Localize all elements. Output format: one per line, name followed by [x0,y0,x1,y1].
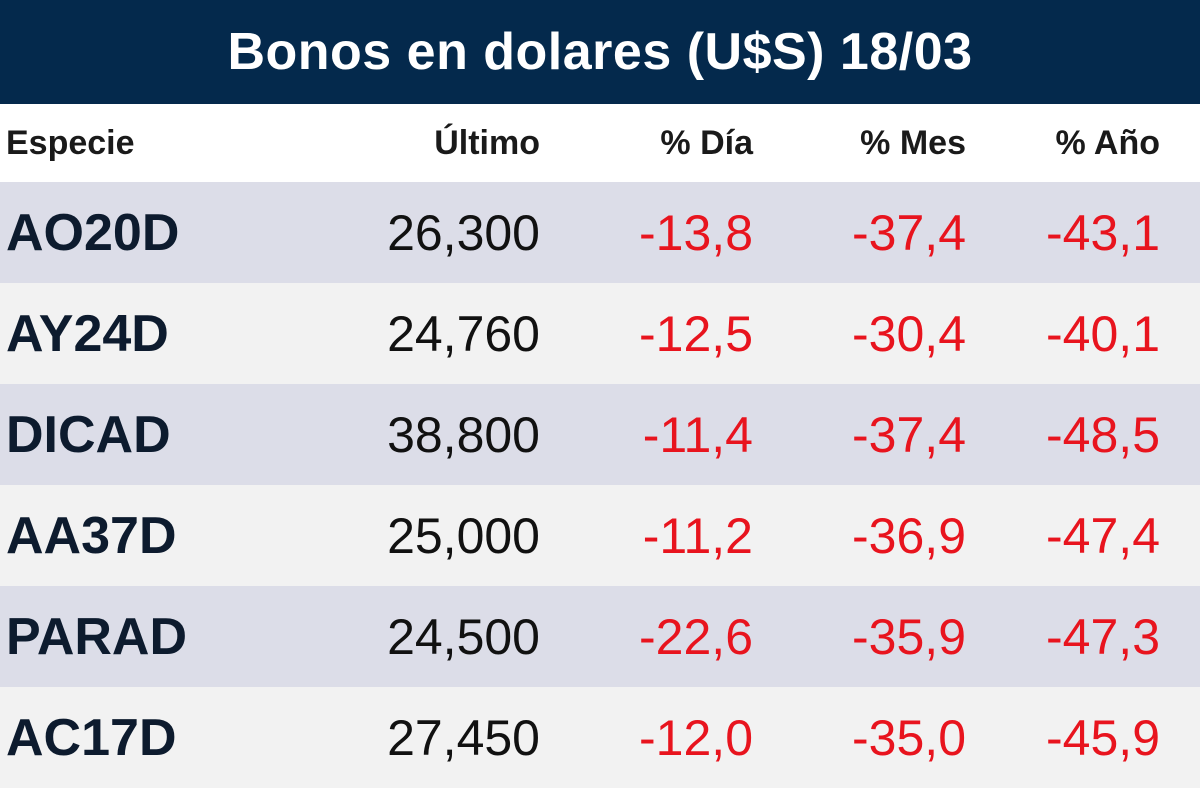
cell-dia: -11,4 [642,406,753,463]
header-dia: % Día [660,123,753,162]
cell-dia: -12,0 [639,709,753,766]
cell-especie: AA37D [6,506,177,565]
cell-anio: -43,1 [1046,204,1160,261]
cell-dia: -13,8 [639,204,753,261]
cell-especie: AY24D [6,304,169,363]
cell-especie: DICAD [6,405,171,464]
cell-dia: -12,5 [639,305,753,362]
table-row: AA37D 25,000 -11,2 -36,9 -47,4 [0,485,1200,586]
cell-ultimo: 24,760 [387,305,540,362]
header-ultimo: Último [434,123,540,162]
cell-dia: -22,6 [639,608,753,665]
cell-anio: -47,4 [1046,507,1160,564]
cell-anio: -40,1 [1046,305,1160,362]
table-body: AO20D 26,300 -13,8 -37,4 -43,1 AY24D 24,… [0,182,1200,788]
cell-anio: -47,3 [1046,608,1160,665]
table-row: AY24D 24,760 -12,5 -30,4 -40,1 [0,283,1200,384]
cell-anio: -48,5 [1046,406,1160,463]
header-anio: % Año [1055,123,1160,162]
cell-ultimo: 24,500 [387,608,540,665]
cell-especie: AO20D [6,203,180,262]
cell-mes: -30,4 [852,305,966,362]
cell-mes: -36,9 [852,507,966,564]
table-row: DICAD 38,800 -11,4 -37,4 -48,5 [0,384,1200,485]
cell-ultimo: 27,450 [387,709,540,766]
cell-especie: AC17D [6,708,177,767]
cell-dia: -11,2 [642,507,753,564]
bottom-divider [0,788,1200,800]
cell-mes: -35,9 [852,608,966,665]
cell-especie: PARAD [6,607,188,666]
header-especie: Especie [6,123,135,162]
cell-ultimo: 26,300 [387,204,540,261]
cell-mes: -35,0 [852,709,966,766]
cell-mes: -37,4 [852,406,966,463]
table-title: Bonos en dolares (U$S) 18/03 [227,23,973,81]
cell-ultimo: 38,800 [387,406,540,463]
table-row: AO20D 26,300 -13,8 -37,4 -43,1 [0,182,1200,283]
cell-mes: -37,4 [852,204,966,261]
header-mes: % Mes [860,123,966,162]
title-bar: Bonos en dolares (U$S) 18/03 [0,0,1200,104]
cell-ultimo: 25,000 [387,507,540,564]
table-row: AC17D 27,450 -12,0 -35,0 -45,9 [0,687,1200,788]
table-row: PARAD 24,500 -22,6 -35,9 -47,3 [0,586,1200,687]
table-header-row: Especie Último % Día % Mes % Año [0,104,1200,182]
cell-anio: -45,9 [1046,709,1160,766]
